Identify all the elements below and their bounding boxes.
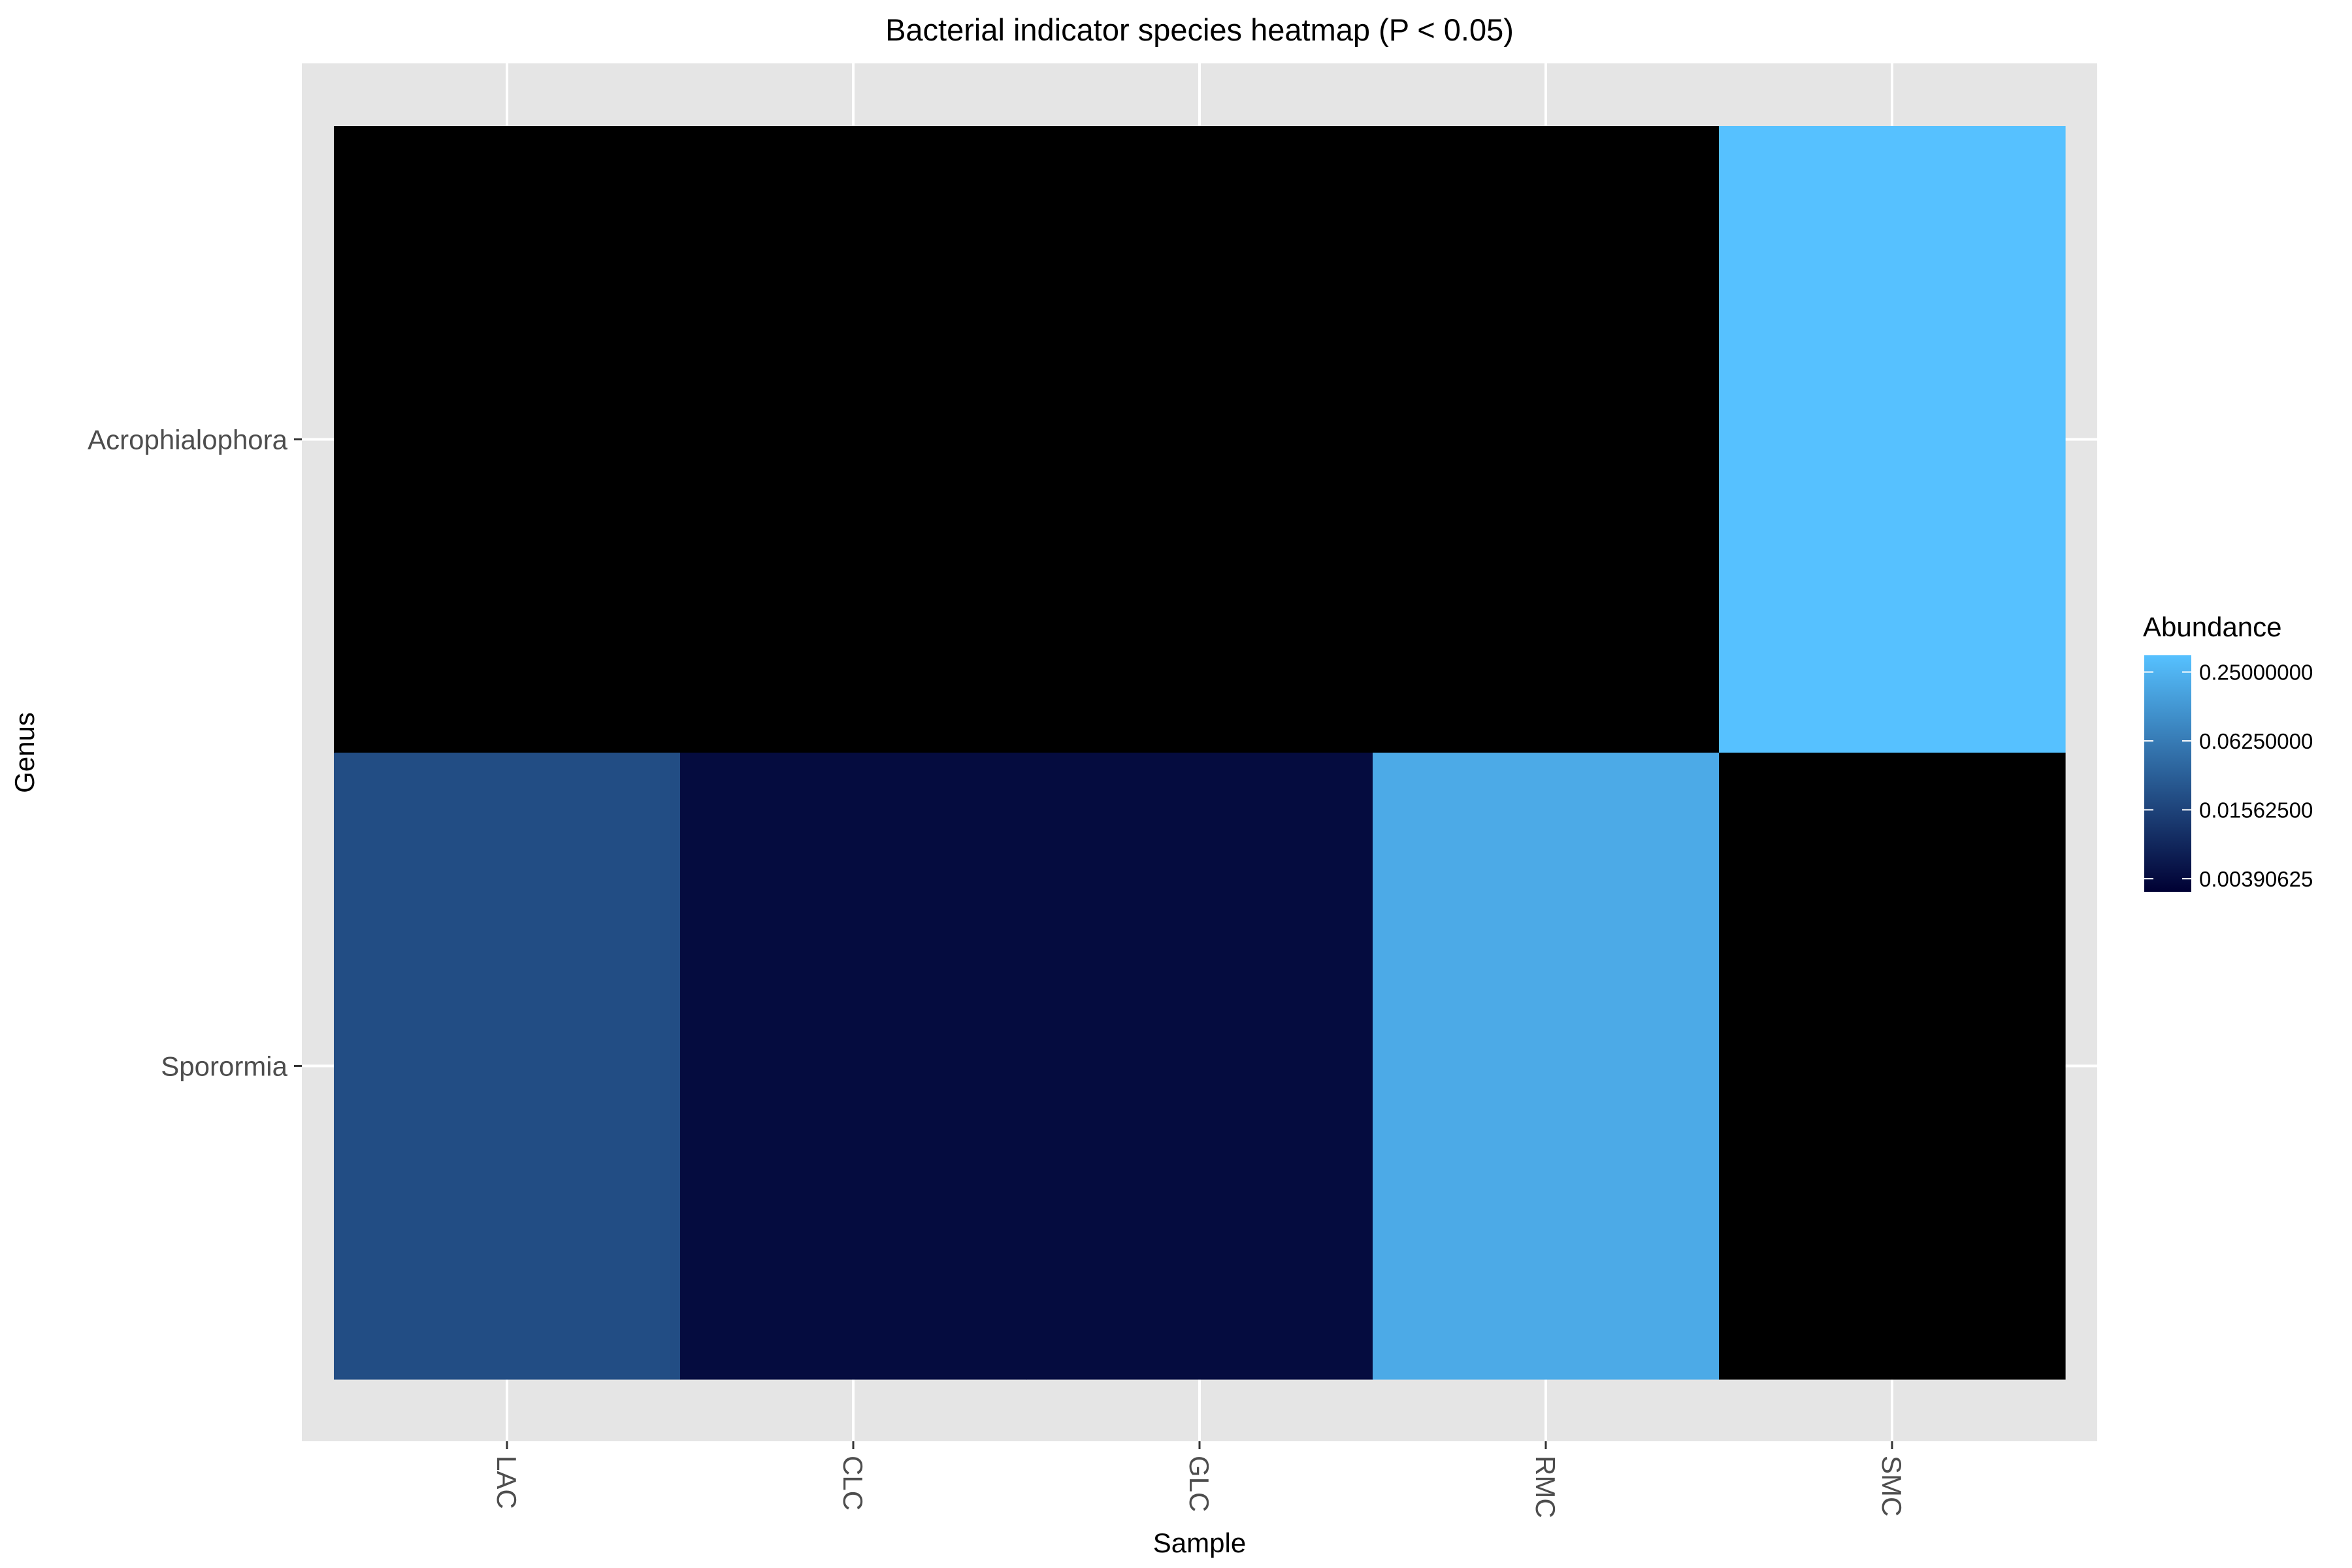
heatmap-cell-sporormia-rmc [1373,753,1720,1380]
legend-tick-label: 0.25000000 [2199,661,2313,685]
x-axis-title: Sample [1153,1527,1246,1558]
heatmap-cells [334,126,2066,1380]
y-tick-label-sporormia: Sporormia [161,1051,287,1082]
x-tick-label-glc: GLC [1184,1456,1215,1512]
x-tick-label-smc: SMC [1876,1456,1907,1516]
heatmap-cell-sporormia-smc [1719,753,2066,1380]
x-tick-label-rmc: RMC [1530,1456,1561,1518]
x-axis: LAC CLC GLC RMC SMC [491,1441,1907,1518]
legend-tick-label: 0.00390625 [2199,867,2313,891]
heatmap-cell-sporormia-clc [680,753,1027,1380]
y-axis: Acrophialophora Sporormia [88,425,302,1082]
legend-tick-label: 0.01562500 [2199,798,2313,822]
color-legend: Abundance 0.25000000 0.06250000 0.01562500… [2143,612,2313,892]
chart-title: Bacterial indicator species heatmap (P <… [885,12,1514,47]
heatmap-cell-sporormia-lac [334,753,681,1380]
heatmap-cell-acrophialophora-glc [1026,126,1373,753]
x-tick-label-lac: LAC [491,1456,522,1509]
x-tick-label-clc: CLC [838,1456,868,1511]
legend-tick-label: 0.06250000 [2199,729,2313,753]
legend-colorbar [2144,655,2191,892]
legend-ticks: 0.25000000 0.06250000 0.01562500 0.00390625 [2144,661,2313,891]
heatmap-cell-acrophialophora-lac [334,126,681,753]
heatmap-cell-sporormia-glc [1026,753,1373,1380]
heatmap-cell-acrophialophora-smc [1719,126,2066,753]
heatmap-cell-acrophialophora-rmc [1373,126,1720,753]
legend-title: Abundance [2143,612,2282,642]
heatmap-cell-acrophialophora-clc [680,126,1027,753]
y-tick-label-acrophialophora: Acrophialophora [88,425,288,455]
y-axis-title: Genus [9,712,40,793]
